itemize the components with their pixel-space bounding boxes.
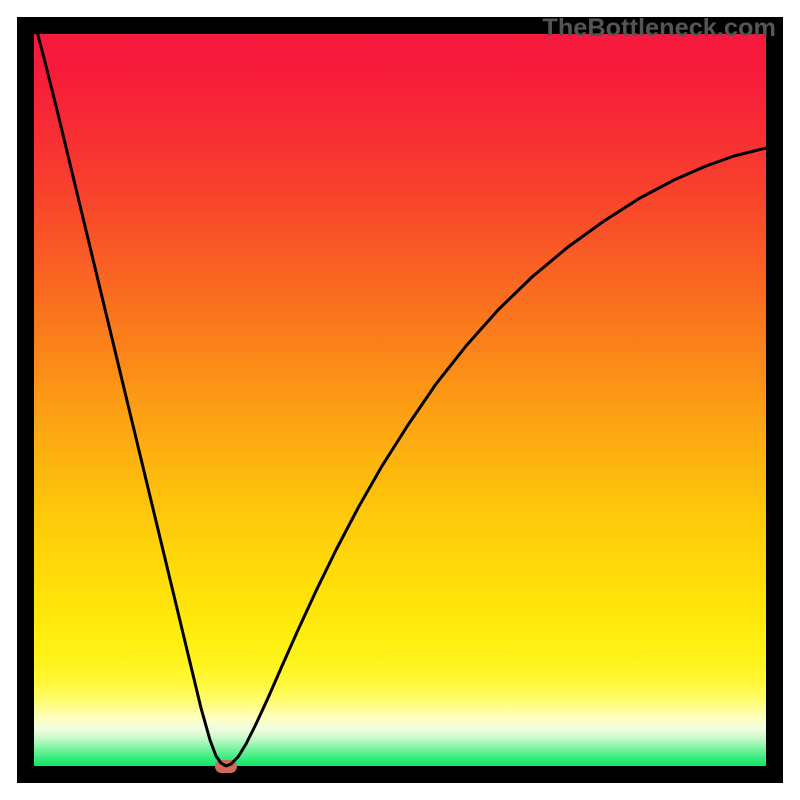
chart-container: TheBottleneck.com: [0, 0, 800, 800]
curve-svg: [0, 0, 800, 800]
watermark-text: TheBottleneck.com: [542, 14, 776, 43]
bottleneck-curve: [34, 20, 766, 766]
